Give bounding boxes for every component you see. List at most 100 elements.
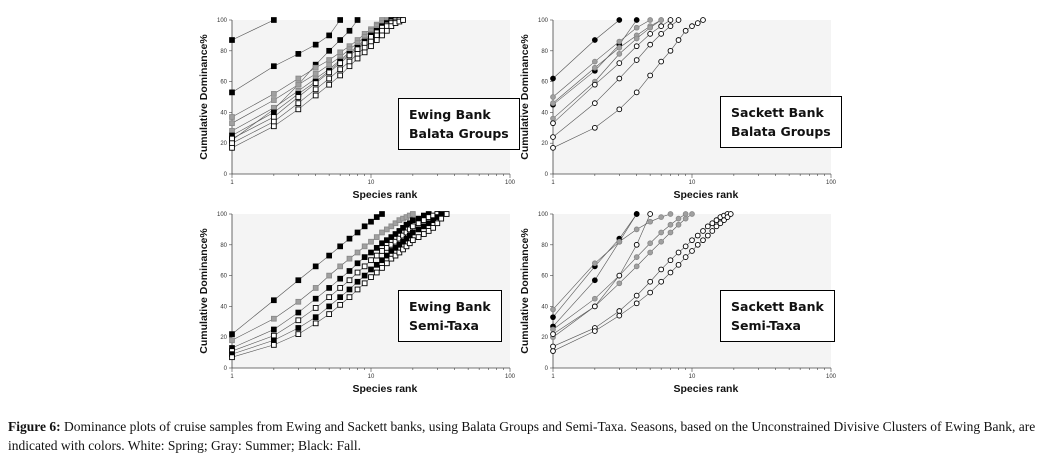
data-point — [346, 235, 353, 242]
data-point — [368, 274, 374, 280]
x-tick-label: 1 — [551, 180, 555, 186]
data-point — [392, 245, 399, 251]
data-point — [373, 32, 380, 39]
data-point — [658, 238, 665, 245]
series-spring-5 — [229, 211, 450, 361]
data-point — [337, 66, 344, 73]
y-tick-label: 20 — [220, 335, 227, 341]
data-point — [337, 294, 344, 301]
data-point — [616, 51, 623, 57]
data-point — [361, 254, 368, 260]
series-line — [552, 213, 637, 327]
data-point — [337, 37, 344, 43]
data-point — [694, 241, 701, 248]
data-point — [361, 263, 368, 270]
data-point — [647, 218, 654, 225]
data-point — [633, 300, 640, 307]
data-point — [406, 226, 413, 233]
data-point — [295, 106, 302, 113]
data-point — [270, 114, 277, 120]
data-point — [229, 354, 235, 361]
y-tick-label: 80 — [541, 49, 548, 55]
data-point — [400, 238, 406, 245]
data-point — [312, 41, 319, 48]
data-point — [337, 275, 344, 282]
data-point — [647, 17, 654, 23]
data-point — [229, 135, 235, 142]
data-point — [550, 314, 556, 321]
data-point — [346, 294, 353, 301]
data-point — [326, 311, 333, 317]
data-point — [354, 46, 361, 53]
data-point — [400, 17, 406, 23]
x-axis-label: Species rank — [674, 383, 739, 395]
data-point — [295, 51, 302, 57]
data-point — [591, 124, 598, 131]
data-point — [616, 60, 623, 66]
y-tick-label: 40 — [220, 304, 227, 310]
data-point — [354, 269, 361, 276]
data-point — [312, 320, 319, 327]
x-tick-label: 10 — [368, 180, 375, 186]
data-point — [326, 75, 333, 82]
data-point — [550, 326, 556, 333]
data-point — [337, 285, 344, 291]
series-spring-7 — [550, 17, 706, 151]
data-point — [229, 89, 235, 96]
data-point — [591, 260, 598, 267]
data-point — [616, 17, 623, 23]
data-point — [704, 223, 711, 230]
data-point — [700, 17, 706, 23]
y-tick-label: 0 — [224, 366, 228, 372]
y-tick-label: 60 — [541, 274, 548, 280]
data-point — [633, 254, 640, 260]
data-point — [383, 226, 390, 233]
data-point — [312, 92, 319, 99]
series-fall-0 — [229, 17, 277, 43]
data-point — [675, 249, 682, 256]
data-point — [379, 32, 385, 39]
data-point — [409, 217, 416, 224]
y-axis-label: Cumulative Dominance% — [198, 34, 210, 160]
data-point — [270, 337, 277, 344]
data-point — [709, 228, 716, 234]
data-point — [400, 232, 406, 239]
y-tick-label: 80 — [541, 243, 548, 249]
data-point — [667, 211, 674, 217]
data-point — [415, 215, 422, 222]
data-point — [415, 234, 422, 240]
data-point — [647, 24, 654, 31]
data-point — [337, 302, 344, 308]
series-fall-1 — [229, 17, 344, 96]
y-axis-label: Cumulative Dominance% — [519, 34, 531, 160]
data-point — [326, 81, 333, 88]
data-point — [591, 58, 598, 65]
x-tick-label: 1 — [230, 374, 234, 380]
data-point — [392, 252, 399, 259]
data-point — [270, 17, 277, 23]
data-point — [647, 240, 654, 247]
data-point — [415, 226, 422, 233]
figure-caption: Figure 6: Dominance plots of cruise samp… — [8, 417, 1036, 455]
data-point — [270, 342, 277, 348]
data-point — [591, 328, 598, 334]
x-tick-label: 1 — [230, 180, 234, 186]
data-point — [270, 97, 277, 103]
y-tick-label: 60 — [220, 80, 227, 86]
data-point — [591, 64, 598, 71]
data-point — [658, 278, 665, 285]
chart-title-box: Ewing Bank Balata Groups — [398, 98, 520, 150]
series-fall-0 — [550, 17, 623, 82]
data-point — [392, 231, 399, 237]
y-tick-label: 20 — [541, 141, 548, 147]
data-point — [667, 269, 674, 276]
data-point — [368, 38, 374, 45]
data-point — [388, 255, 395, 262]
data-point — [295, 331, 302, 337]
data-point — [379, 248, 385, 254]
data-point — [727, 211, 734, 217]
data-point — [694, 20, 701, 26]
data-point — [326, 57, 333, 63]
data-point — [550, 144, 556, 151]
data-point — [326, 303, 333, 310]
